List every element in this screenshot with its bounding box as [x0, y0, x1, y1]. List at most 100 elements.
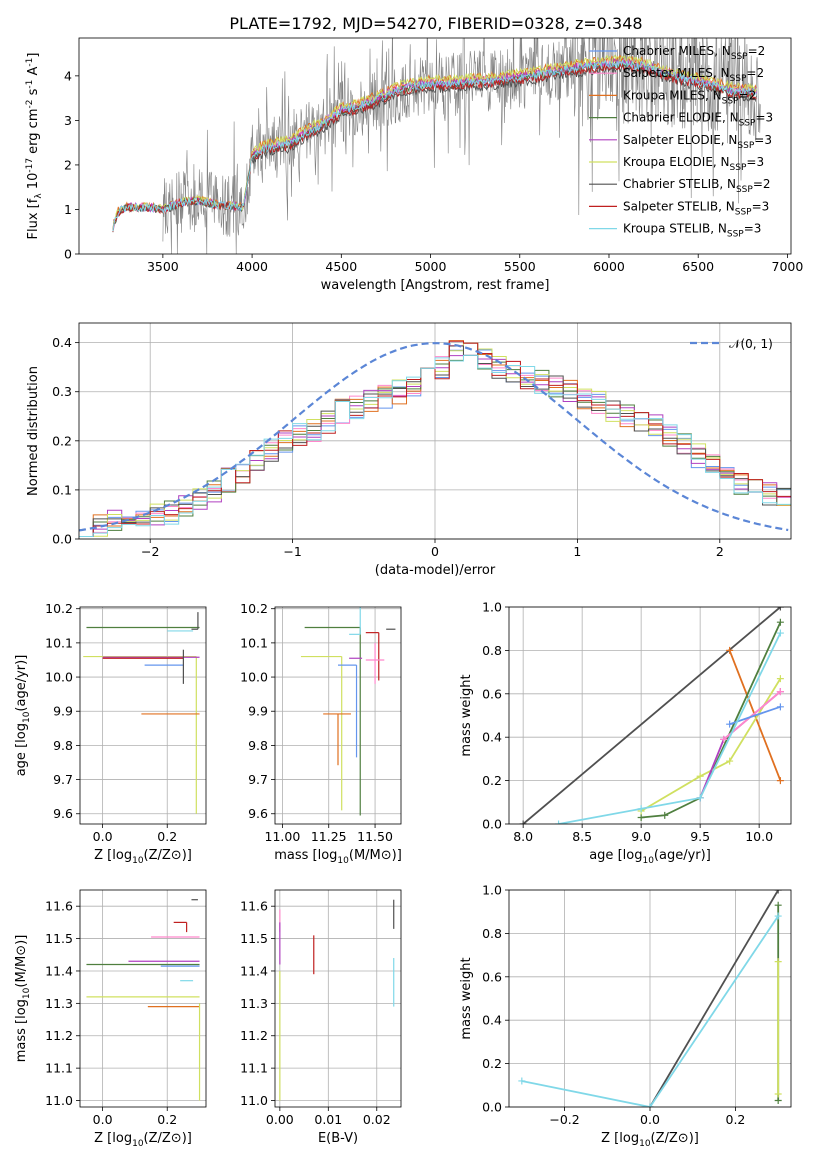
y-tick-label: 0.6: [482, 969, 502, 984]
y-tick-label: 2: [64, 157, 72, 172]
mass_weight_vs_z-frame: [508, 889, 792, 1108]
y-tick-label: 0.2: [52, 433, 72, 448]
marker-kroupa_elodie: [696, 772, 704, 780]
x-tick-label: 0.00: [266, 1112, 294, 1127]
legend-label-gaussian: 𝒩(0, 1): [729, 337, 773, 351]
marker-chabrier_elodie: [774, 1096, 782, 1104]
x-tick-label: 4000: [236, 259, 268, 274]
x-tick-label: 2: [716, 544, 724, 559]
y-tick-label: 0.4: [482, 730, 502, 745]
y-tick-label: 1.0: [482, 883, 502, 898]
y-tick-label: 10.0: [45, 670, 73, 685]
marker-chabrier_elodie: [637, 813, 645, 821]
marker-kroupa_stelib: [637, 805, 645, 813]
age_vs_z-plot-area: [83, 612, 200, 814]
y-axis-label: mass [log10(M/M⊙)]: [14, 935, 32, 1063]
gaussian-curve: [79, 342, 789, 532]
x-tick-label: 0.0: [93, 1112, 113, 1127]
x-tick-label: 0.01: [314, 1112, 342, 1127]
x-tick-label: 9.0: [631, 829, 651, 844]
y-tick-label: 0.0: [482, 817, 502, 832]
y-axis-label: age [log10(age/yr)]: [14, 655, 32, 777]
x-tick-label: 6500: [682, 259, 714, 274]
data-spectrum-line: [162, 38, 761, 254]
marker-kroupa_stelib: [555, 820, 563, 824]
x-tick-label: 0.2: [157, 829, 177, 844]
y-tick-label: 0.4: [482, 1013, 502, 1028]
marker-kroupa_miles: [776, 777, 784, 785]
y-tick-label: 10.0: [240, 670, 268, 685]
marker-kroupa_elodie: [776, 675, 784, 683]
y-tick-label: 9.9: [53, 704, 73, 719]
legend-label: Salpeter ELODIE, NSSP=3: [623, 133, 772, 151]
y-tick-label: 11.3: [45, 996, 73, 1011]
y-tick-label: 11.3: [240, 996, 268, 1011]
y-tick-label: 11.2: [240, 1028, 268, 1043]
marker-kroupa_elodie: [774, 1090, 782, 1098]
mass_weight_vs_age-frame: [508, 606, 792, 825]
x-tick-label: −1: [283, 544, 301, 559]
marker-chabrier_stelib: [776, 607, 784, 611]
marker-kroupa_miles: [726, 646, 734, 654]
y-tick-label: 0.1: [52, 482, 72, 497]
y-tick-label: 11.6: [45, 899, 73, 914]
x-tick-label: 5500: [504, 259, 536, 274]
y-tick-label: 1.0: [482, 600, 502, 615]
y-tick-label: 0.0: [52, 532, 72, 547]
y-tick-label: 9.8: [53, 738, 73, 753]
spectrum-frame: [78, 37, 792, 255]
mass_vs_z-plot-area: [86, 899, 201, 1101]
marker-chabrier_elodie: [776, 618, 784, 626]
y-tick-label: 9.6: [53, 806, 73, 821]
legend-label: Salpeter MILES, NSSP=2: [623, 66, 764, 84]
mass_vs_ebv-frame: [274, 889, 402, 1108]
residuals-plot-area: [79, 340, 791, 537]
x-tick-label: 10.0: [745, 829, 773, 844]
marker-chabrier_stelib: [519, 820, 527, 824]
x-tick-label: 0.2: [726, 1112, 746, 1127]
histogram-salpeter_stelib: [79, 340, 791, 537]
marker-kroupa_stelib: [774, 912, 782, 920]
spectrum-axes: [75, 75, 788, 258]
x-tick-label: 6000: [593, 259, 625, 274]
mass_weight_vs_z-plot-area: [518, 890, 782, 1107]
line-chabrier_stelib: [522, 607, 781, 824]
y-tick-label: 9.7: [248, 772, 268, 787]
x-tick-label: 0: [431, 544, 439, 559]
y-tick-label: 11.5: [240, 931, 268, 946]
marker-kroupa_stelib: [696, 794, 704, 802]
marker-salpeter_miles: [776, 688, 784, 696]
marker-kroupa_stelib: [518, 1077, 526, 1085]
y-tick-label: 9.9: [248, 704, 268, 719]
y-tick-label: 1: [64, 202, 72, 217]
x-tick-label: 3500: [147, 259, 179, 274]
y-tick-label: 11.0: [45, 1093, 73, 1108]
model-spectrum-kroupa_stelib: [112, 59, 757, 232]
figure-title: PLATE=1792, MJD=54270, FIBERID=0328, z=0…: [229, 14, 642, 33]
x-tick-label: 11.50: [357, 829, 393, 844]
line-kroupa_stelib: [521, 915, 779, 1107]
y-tick-label: 11.1: [240, 1061, 268, 1076]
age_vs_mass-frame: [274, 606, 402, 825]
y-axis-label: Normed distribution: [26, 366, 41, 496]
y-tick-label: 11.1: [45, 1061, 73, 1076]
y-tick-label: 11.2: [45, 1028, 73, 1043]
y-tick-label: 11.0: [240, 1093, 268, 1108]
x-axis-label: wavelength [Angstrom, rest frame]: [321, 278, 550, 293]
histogram-kroupa_stelib: [79, 354, 791, 537]
x-tick-label: 1: [573, 544, 581, 559]
mass_vs_ebv-plot-area: [279, 899, 395, 1101]
spectrum-plot-area: [112, 38, 761, 254]
y-tick-label: 9.8: [248, 738, 268, 753]
y-tick-label: 3: [64, 113, 72, 128]
y-tick-label: 10.1: [240, 635, 268, 650]
marker-chabrier_elodie: [774, 901, 782, 909]
y-tick-label: 0.0: [482, 1100, 502, 1115]
x-tick-label: 11.00: [265, 829, 301, 844]
x-axis-label: (data-model)/error: [375, 563, 496, 578]
marker-chabrier_stelib: [774, 890, 782, 894]
x-axis-label: Z [log10(Z/Z⊙)]: [601, 1131, 699, 1149]
marker-kroupa_elodie: [774, 958, 782, 966]
legend-label: Kroupa MILES, NSSP=2: [623, 88, 756, 106]
x-tick-label: −0.2: [549, 1112, 579, 1127]
